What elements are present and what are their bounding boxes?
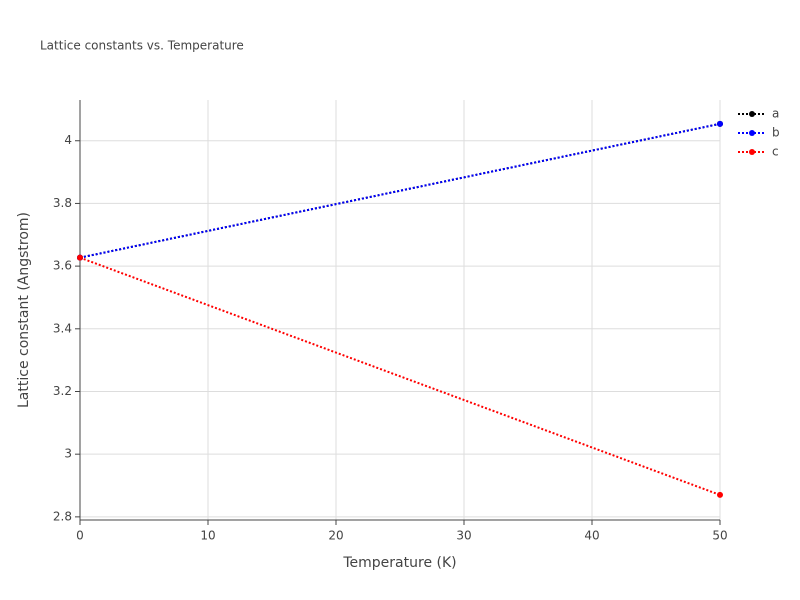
x-tick-label: 20	[328, 529, 343, 543]
point	[77, 254, 83, 261]
legend-label: a	[772, 107, 779, 121]
y-tick-label: 3.6	[53, 259, 72, 273]
y-tick-label: 3.2	[53, 384, 72, 398]
x-tick-label: 40	[584, 529, 599, 543]
y-tick-label: 3.4	[53, 321, 72, 335]
x-tick-label: 0	[76, 529, 84, 543]
y-tick-label: 2.8	[53, 509, 72, 523]
chart-title: Lattice constants vs. Temperature	[40, 39, 244, 53]
legend-marker	[749, 111, 755, 117]
x-tick-label: 50	[712, 529, 727, 543]
y-tick-label: 3	[64, 447, 72, 461]
series-line	[79, 122, 721, 259]
legend-label: c	[772, 145, 779, 159]
y-axis-title: Lattice constant (Angstrom)	[16, 212, 32, 408]
y-tick-label: 3.8	[53, 196, 72, 210]
point	[717, 120, 723, 127]
legend-label: b	[772, 126, 780, 140]
series-line	[79, 122, 721, 259]
x-tick-label: 10	[200, 529, 215, 543]
legend-marker	[749, 130, 755, 136]
series-line	[79, 256, 721, 496]
x-axis-title: Temperature (K)	[342, 555, 456, 571]
x-tick-label: 30	[456, 529, 471, 543]
point	[717, 491, 723, 498]
y-tick-label: 4	[64, 133, 72, 147]
legend-marker	[749, 149, 755, 155]
